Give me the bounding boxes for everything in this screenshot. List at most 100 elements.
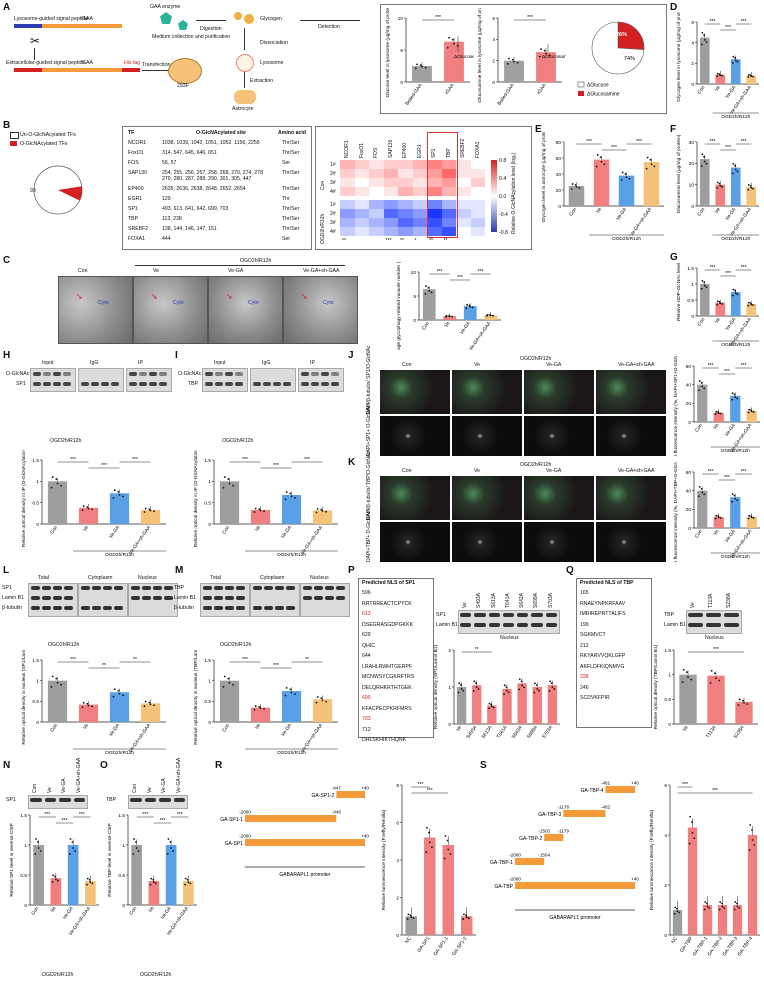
x-tick-label: Con <box>696 206 706 217</box>
data-point <box>322 510 324 512</box>
data-point <box>748 515 750 517</box>
lane-label: Ve-GA+sh-GAA <box>76 758 82 793</box>
nls-sequence-line: 596 <box>362 590 371 596</box>
data-point <box>704 909 706 911</box>
data-point <box>476 686 478 688</box>
data-point <box>738 704 740 706</box>
y-tick-label: 0.5 <box>32 699 39 705</box>
blot-band <box>235 372 243 376</box>
blot-band <box>706 613 721 617</box>
data-point <box>407 918 409 920</box>
blot-band <box>203 586 212 590</box>
lane-label: S493A <box>476 593 482 608</box>
blot-band <box>225 372 233 376</box>
lane-label: Ve-GA <box>161 778 167 793</box>
data-point <box>425 851 427 853</box>
data-point <box>52 476 54 478</box>
blot-panel <box>250 368 296 392</box>
heatmap-cell <box>398 218 413 227</box>
data-point <box>72 841 74 843</box>
scale-tick: 0.0 <box>499 194 506 200</box>
mask-image <box>524 522 594 562</box>
data-point <box>732 163 734 165</box>
data-point <box>719 302 721 304</box>
y-tick-label: 2 <box>492 58 495 64</box>
blot-band <box>81 606 90 610</box>
data-point <box>699 380 701 382</box>
data-point <box>646 168 648 170</box>
blot-band <box>214 606 223 610</box>
panel-p-chart: 012Relative optical density (SP1/Lamin B… <box>432 640 564 750</box>
x-tick-label: Con <box>128 905 138 916</box>
blot-band <box>301 372 309 376</box>
x-tick-label: Ve-GA <box>724 206 737 222</box>
heatmap-cell <box>384 187 399 196</box>
image-header: Con <box>402 468 412 474</box>
data-point <box>462 690 464 692</box>
data-point <box>701 165 703 167</box>
heatmap-cell <box>413 200 428 209</box>
blot-band <box>63 382 71 386</box>
fluorescence-image <box>452 476 522 520</box>
blot-band <box>688 623 703 627</box>
data-point <box>731 501 733 503</box>
legend-glucose: ΔGlucose <box>587 83 609 89</box>
table-cell: 56, 57 <box>162 160 176 166</box>
extraction-label: Extraction <box>250 78 273 84</box>
y-axis-label: Relative luminescence intensity (Firefly… <box>381 809 387 910</box>
data-point <box>83 702 85 704</box>
data-point <box>549 680 551 682</box>
y-tick-label: 60 <box>686 470 692 476</box>
lane-label: Ve <box>462 602 468 608</box>
data-point <box>184 884 186 886</box>
promoter-fragment <box>515 858 544 865</box>
blot-band <box>331 372 339 376</box>
data-point <box>732 493 734 495</box>
x-tick-label: Ve <box>49 905 57 913</box>
mask-label: DAPI+TBP+ O-GlcNAc+ <box>366 508 372 562</box>
blot-row-label: Lamin B1 <box>436 622 458 628</box>
blot-band <box>336 596 345 600</box>
data-point <box>444 858 446 860</box>
nls-sequence-line: RKYARVVQKLGFP <box>580 653 625 659</box>
nls-sequence-line: RRTRREACTCPYCK <box>362 601 412 607</box>
data-point <box>519 678 521 680</box>
table-cell: Amino acid <box>278 130 306 136</box>
heatmap-cell <box>340 160 355 169</box>
data-point <box>60 485 62 487</box>
data-point <box>325 511 327 513</box>
blot-band <box>131 596 140 600</box>
promoter-fragment <box>336 791 365 798</box>
data-point <box>60 684 62 686</box>
blot-header: IP <box>138 360 143 366</box>
panel-label-l: L <box>3 565 9 576</box>
blot-band <box>286 606 295 610</box>
heatmap-cell <box>456 218 471 227</box>
blot-band <box>253 586 262 590</box>
x-tick-label: Ve <box>714 206 722 214</box>
data-point <box>172 850 174 852</box>
table-cell: O-GlcNAcylated site <box>196 130 246 136</box>
nls-sequence-line: QHIC <box>362 643 375 649</box>
sig-stars: *** <box>435 15 441 21</box>
condition-label: OGD2h/R12h <box>612 236 641 242</box>
data-point <box>539 56 541 58</box>
blot-band <box>301 382 309 386</box>
blot-band <box>114 606 123 610</box>
blot-band <box>474 613 485 617</box>
heatmap-cell <box>398 169 413 178</box>
data-point <box>731 399 733 401</box>
cyto-label: Cyto <box>323 300 334 306</box>
blot-row-label: TBP <box>106 797 116 803</box>
blot-band <box>139 382 147 386</box>
nls-title: Predicted NLS of TBP <box>580 580 634 586</box>
heatmap-cell <box>398 178 413 187</box>
blot-band <box>149 382 157 386</box>
detection-label: Detection <box>318 24 340 30</box>
lane-label: S613A <box>491 593 497 608</box>
y-tick-label: 2 <box>691 61 694 67</box>
blot-band <box>63 372 71 376</box>
x-tick-label: S703A <box>541 724 555 740</box>
promoter-label: GABARAPL1 promoter <box>279 872 330 878</box>
panel-n-condition: OGD2h/R12h <box>42 972 73 978</box>
